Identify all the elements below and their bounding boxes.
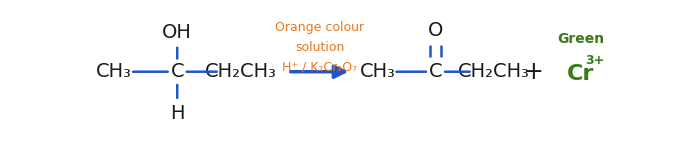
Text: CH₂CH₃: CH₂CH₃ xyxy=(458,62,529,81)
Text: H: H xyxy=(170,104,184,123)
Text: Cr: Cr xyxy=(566,64,594,84)
Text: +: + xyxy=(523,60,543,84)
Text: C: C xyxy=(428,62,442,81)
Text: solution: solution xyxy=(295,41,344,54)
Text: CH₃: CH₃ xyxy=(96,62,132,81)
Text: CH₂CH₃: CH₂CH₃ xyxy=(205,62,276,81)
Text: Green: Green xyxy=(557,32,604,46)
Text: OH: OH xyxy=(163,23,192,42)
Text: CH₃: CH₃ xyxy=(360,62,396,81)
Text: Orange colour: Orange colour xyxy=(275,21,364,35)
Text: H⁺ / K₂Cr₂O₇: H⁺ / K₂Cr₂O₇ xyxy=(282,61,357,74)
Text: O: O xyxy=(428,21,443,40)
Text: C: C xyxy=(171,62,184,81)
Text: 3+: 3+ xyxy=(585,54,605,67)
